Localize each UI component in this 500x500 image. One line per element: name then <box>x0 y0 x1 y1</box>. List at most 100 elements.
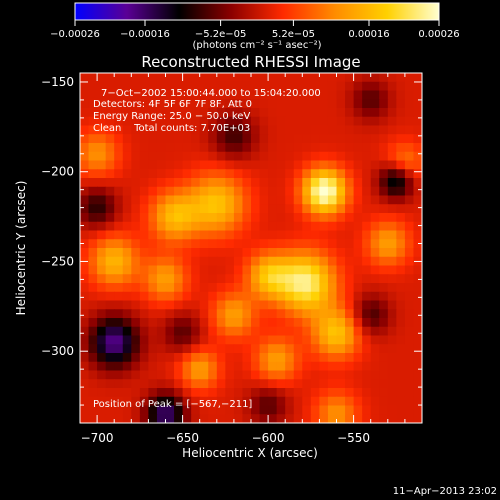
heatmap-cell <box>114 414 124 423</box>
heatmap-cell <box>362 388 372 398</box>
heatmap-cell <box>165 379 175 389</box>
heatmap-cell <box>362 283 372 293</box>
heatmap-cell <box>88 335 98 345</box>
heatmap-cell <box>191 274 201 284</box>
heatmap-cell <box>131 335 141 345</box>
heatmap-cell <box>251 353 261 363</box>
heatmap-cell <box>251 265 261 275</box>
heatmap-cell <box>216 143 226 153</box>
heatmap-cell <box>336 81 346 92</box>
heatmap-cell <box>362 248 372 258</box>
heatmap-cell <box>345 318 355 328</box>
heatmap-cell <box>327 265 338 275</box>
heatmap-cell <box>379 221 389 232</box>
heatmap-cell <box>174 396 184 407</box>
heatmap-cell <box>233 344 244 354</box>
heatmap-cell <box>285 256 295 267</box>
heatmap-cell <box>80 405 90 415</box>
heatmap-cell <box>353 361 363 372</box>
heatmap-cell <box>182 108 192 118</box>
heatmap-cell <box>327 81 338 92</box>
heatmap-cell <box>268 195 278 205</box>
heatmap-cell <box>379 291 389 302</box>
heatmap-cell <box>404 353 415 363</box>
heatmap-cell <box>268 151 278 162</box>
heatmap-cell <box>362 108 372 118</box>
heatmap-cell <box>404 221 415 232</box>
heatmap-cell <box>105 90 115 100</box>
heatmap-cell <box>139 178 149 188</box>
heatmap-cell <box>319 143 329 153</box>
heatmap-cell <box>251 309 261 319</box>
heatmap-cell <box>327 353 338 363</box>
heatmap-cell <box>251 256 261 267</box>
heatmap-cell <box>105 396 115 407</box>
heatmap-cell <box>404 125 415 135</box>
heatmap-cell <box>182 300 192 310</box>
heatmap-cell <box>302 283 312 293</box>
heatmap-cell <box>156 221 167 232</box>
heatmap-cell <box>293 388 303 398</box>
heatmap-cell <box>353 169 363 179</box>
heatmap-cell <box>174 81 184 92</box>
heatmap-cell <box>97 300 107 310</box>
heatmap-cell <box>225 265 235 275</box>
heatmap-cell <box>122 186 132 197</box>
heatmap-cell <box>199 81 209 92</box>
heatmap-cell <box>114 379 124 389</box>
heatmap-cell <box>293 335 303 345</box>
heatmap-cell <box>370 186 380 197</box>
heatmap-cell <box>105 73 115 83</box>
heatmap-cell <box>156 239 167 249</box>
heatmap-cell <box>379 169 389 179</box>
heatmap-cell <box>396 370 406 380</box>
heatmap-cell <box>148 99 158 109</box>
heatmap-cell <box>413 414 422 423</box>
heatmap-cell <box>191 169 201 179</box>
heatmap-cell <box>310 274 320 284</box>
heatmap-cell <box>276 414 286 423</box>
heatmap-cell <box>362 318 372 328</box>
heatmap-cell <box>276 353 286 363</box>
heatmap-cell <box>268 256 278 267</box>
heatmap-cell <box>233 186 244 197</box>
heatmap-cell <box>379 361 389 372</box>
heatmap-cell <box>310 230 320 240</box>
heatmap-cell <box>362 361 372 372</box>
heatmap-cell <box>276 388 286 398</box>
heatmap-cell <box>259 81 269 92</box>
heatmap-cell <box>327 195 338 205</box>
heatmap-cell <box>268 186 278 197</box>
heatmap-cell <box>105 169 115 179</box>
heatmap-cell <box>319 151 329 162</box>
heatmap-cell <box>259 186 269 197</box>
heatmap-cell <box>182 248 192 258</box>
heatmap-cell <box>387 388 397 398</box>
heatmap-cell <box>413 90 422 100</box>
heatmap-cell <box>97 353 107 363</box>
heatmap-cell <box>293 99 303 109</box>
heatmap-cell <box>336 116 346 127</box>
heatmap-cell <box>174 213 184 223</box>
heatmap-cell <box>251 90 261 100</box>
heatmap-cell <box>156 344 167 354</box>
heatmap-cell <box>353 291 363 302</box>
heatmap-cell <box>216 151 226 162</box>
annotation-energy-range: Energy Range: 25.0 − 50.0 keV <box>93 111 250 122</box>
heatmap-cell <box>379 405 389 415</box>
heatmap-cell <box>199 160 209 170</box>
heatmap-cell <box>182 221 192 232</box>
heatmap-cell <box>413 108 422 118</box>
heatmap-cell <box>370 414 380 423</box>
heatmap-cell <box>379 388 389 398</box>
heatmap-cell <box>362 353 372 363</box>
heatmap-cell <box>191 353 201 363</box>
heatmap-cell <box>336 230 346 240</box>
heatmap-cell <box>285 414 295 423</box>
heatmap-cell <box>353 396 363 407</box>
heatmap-cell <box>302 230 312 240</box>
heatmap-cell <box>413 379 422 389</box>
heatmap-cell <box>268 221 278 232</box>
heatmap-cell <box>216 160 226 170</box>
heatmap-cell <box>319 265 329 275</box>
